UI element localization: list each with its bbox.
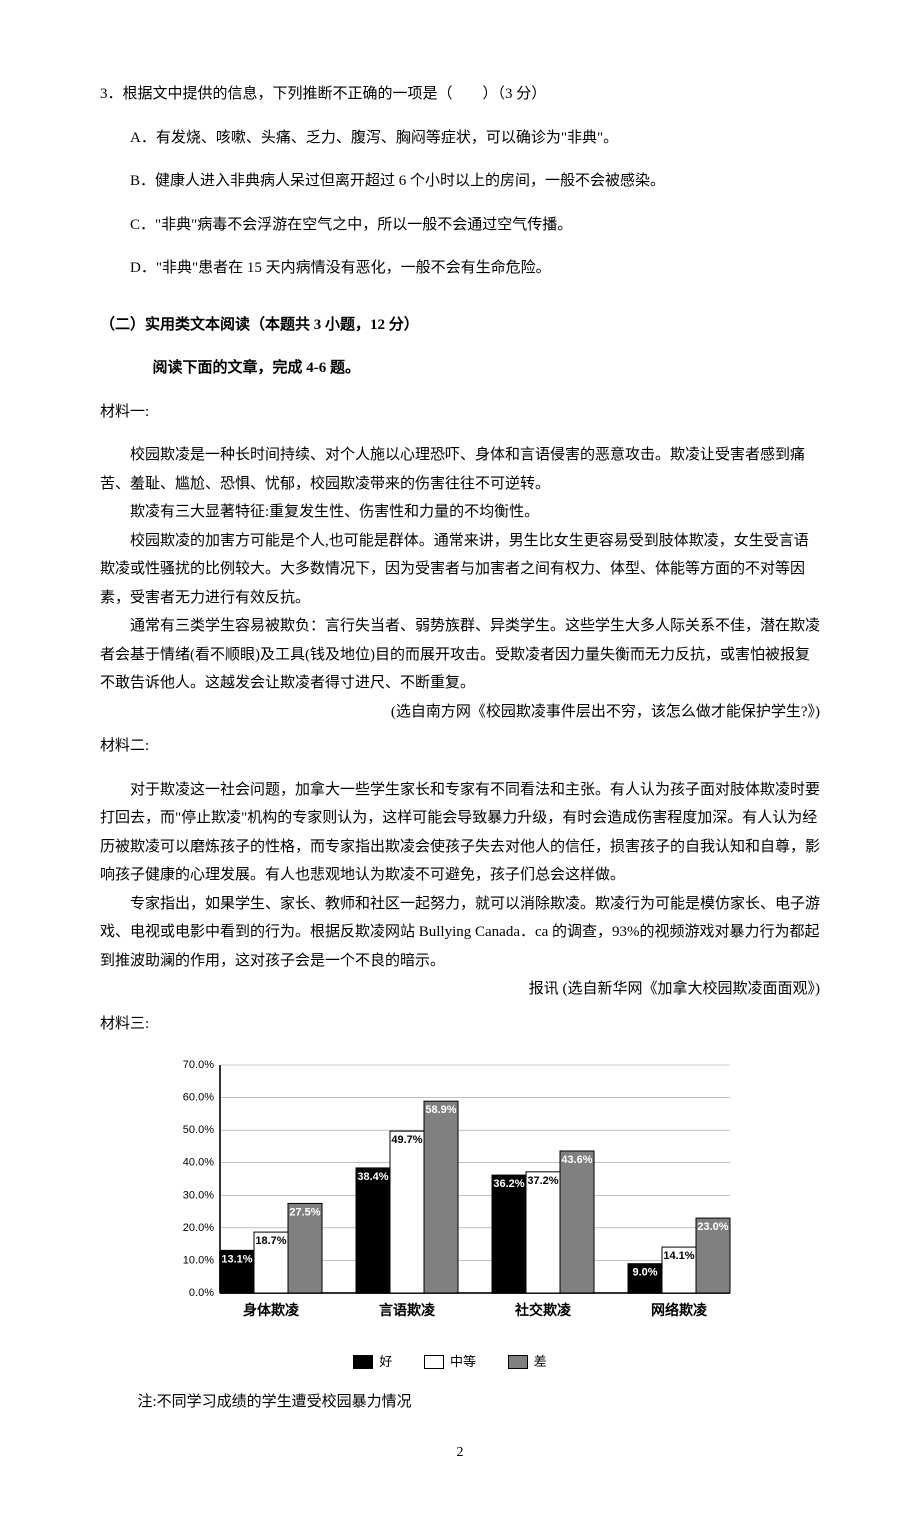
legend-label-mid: 中等 xyxy=(450,1350,476,1375)
q3-option-c: C．"非典"病毒不会浮游在空气之中，所以一般不会通过空气传播。 xyxy=(130,211,820,240)
svg-text:27.5%: 27.5% xyxy=(289,1206,320,1218)
page-number: 2 xyxy=(100,1440,820,1467)
svg-text:社交欺凌: 社交欺凌 xyxy=(514,1302,572,1318)
svg-text:36.2%: 36.2% xyxy=(493,1178,524,1190)
material3-label: 材料三: xyxy=(100,1010,820,1039)
svg-text:70.0%: 70.0% xyxy=(183,1059,214,1071)
q3-option-a: A．有发烧、咳嗽、头痛、乏力、腹泻、胸闷等症状，可以确诊为"非典"。 xyxy=(130,124,820,153)
material1-para1: 校园欺凌是一种长时间持续、对个人施以心理恐吓、身体和言语侵害的恶意攻击。欺凌让受… xyxy=(100,441,820,498)
material2-para1: 对于欺凌这一社会问题，加拿大一些学生家长和专家有不同看法和主张。有人认为孩子面对… xyxy=(100,776,820,890)
svg-text:0.0%: 0.0% xyxy=(189,1287,214,1299)
svg-text:20.0%: 20.0% xyxy=(183,1222,214,1234)
material1-para4: 通常有三类学生容易被欺负：言行失当者、弱势族群、异类学生。这些学生大多人际关系不… xyxy=(100,612,820,698)
material2-para2: 专家指出，如果学生、家长、教师和社区一起努力，就可以消除欺凌。欺凌行为可能是模仿… xyxy=(100,890,820,976)
svg-text:10.0%: 10.0% xyxy=(183,1254,214,1266)
svg-text:言语欺凌: 言语欺凌 xyxy=(379,1302,436,1318)
chart-svg: 0.0% 10.0% 20.0% 30.0% 40.0% 50.0% 60.0% 70.0% 1… xyxy=(160,1053,740,1333)
svg-text:13.1%: 13.1% xyxy=(221,1253,252,1265)
svg-text:身体欺凌: 身体欺凌 xyxy=(243,1302,300,1318)
bullying-chart: 0.0% 10.0% 20.0% 30.0% 40.0% 50.0% 60.0% 70.0% 1… xyxy=(160,1053,740,1378)
legend-label-good: 好 xyxy=(379,1350,392,1375)
material1-source: (选自南方网《校园欺凌事件层出不穷，该怎么做才能保护学生?》) xyxy=(100,698,820,727)
legend-label-bad: 差 xyxy=(534,1350,547,1375)
q3-option-b: B．健康人进入非典病人呆过但离开超过 6 个小时以上的房间，一般不会被感染。 xyxy=(130,167,820,196)
q3-stem: 3．根据文中提供的信息，下列推断不正确的一项是（ ）（3 分） xyxy=(100,80,820,109)
svg-text:40.0%: 40.0% xyxy=(183,1157,214,1169)
legend-bad: 差 xyxy=(508,1350,547,1375)
chart-legend: 好 中等 差 xyxy=(160,1350,740,1378)
section2-heading: （二）实用类文本阅读（本题共 3 小题，12 分） xyxy=(100,311,820,340)
svg-text:18.7%: 18.7% xyxy=(255,1235,286,1247)
q3-option-d: D．"非典"患者在 15 天内病情没有恶化，一般不会有生命危险。 xyxy=(130,254,820,283)
legend-good: 好 xyxy=(353,1350,392,1375)
svg-text:30.0%: 30.0% xyxy=(183,1189,214,1201)
svg-text:23.0%: 23.0% xyxy=(697,1221,728,1233)
svg-text:网络欺凌: 网络欺凌 xyxy=(651,1302,708,1318)
svg-text:38.4%: 38.4% xyxy=(357,1171,388,1183)
legend-swatch-mid xyxy=(424,1355,444,1369)
material1-label: 材料一: xyxy=(100,398,820,427)
material2-source: 报讯 (选自新华网《加拿大校园欺凌面面观》) xyxy=(100,975,820,1004)
material1-para2: 欺凌有三大显著特征:重复发生性、伤害性和力量的不均衡性。 xyxy=(100,498,820,527)
svg-text:58.9%: 58.9% xyxy=(425,1104,456,1116)
svg-text:60.0%: 60.0% xyxy=(183,1092,214,1104)
section2-sub: 阅读下面的文章，完成 4-6 题。 xyxy=(153,354,821,383)
svg-text:9.0%: 9.0% xyxy=(632,1267,657,1279)
legend-swatch-bad xyxy=(508,1355,528,1369)
material1-para3: 校园欺凌的加害方可能是个人,也可能是群体。通常来讲，男生比女生更容易受到肢体欺凌… xyxy=(100,527,820,613)
svg-text:49.7%: 49.7% xyxy=(391,1134,422,1146)
legend-swatch-good xyxy=(353,1355,373,1369)
material2-label: 材料二: xyxy=(100,732,820,761)
svg-text:43.6%: 43.6% xyxy=(561,1154,592,1166)
svg-text:50.0%: 50.0% xyxy=(183,1124,214,1136)
svg-text:14.1%: 14.1% xyxy=(663,1250,694,1262)
legend-mid: 中等 xyxy=(424,1350,476,1375)
chart-note: 注:不同学习成绩的学生遭受校园暴力情况 xyxy=(138,1388,821,1417)
svg-text:37.2%: 37.2% xyxy=(527,1175,558,1187)
